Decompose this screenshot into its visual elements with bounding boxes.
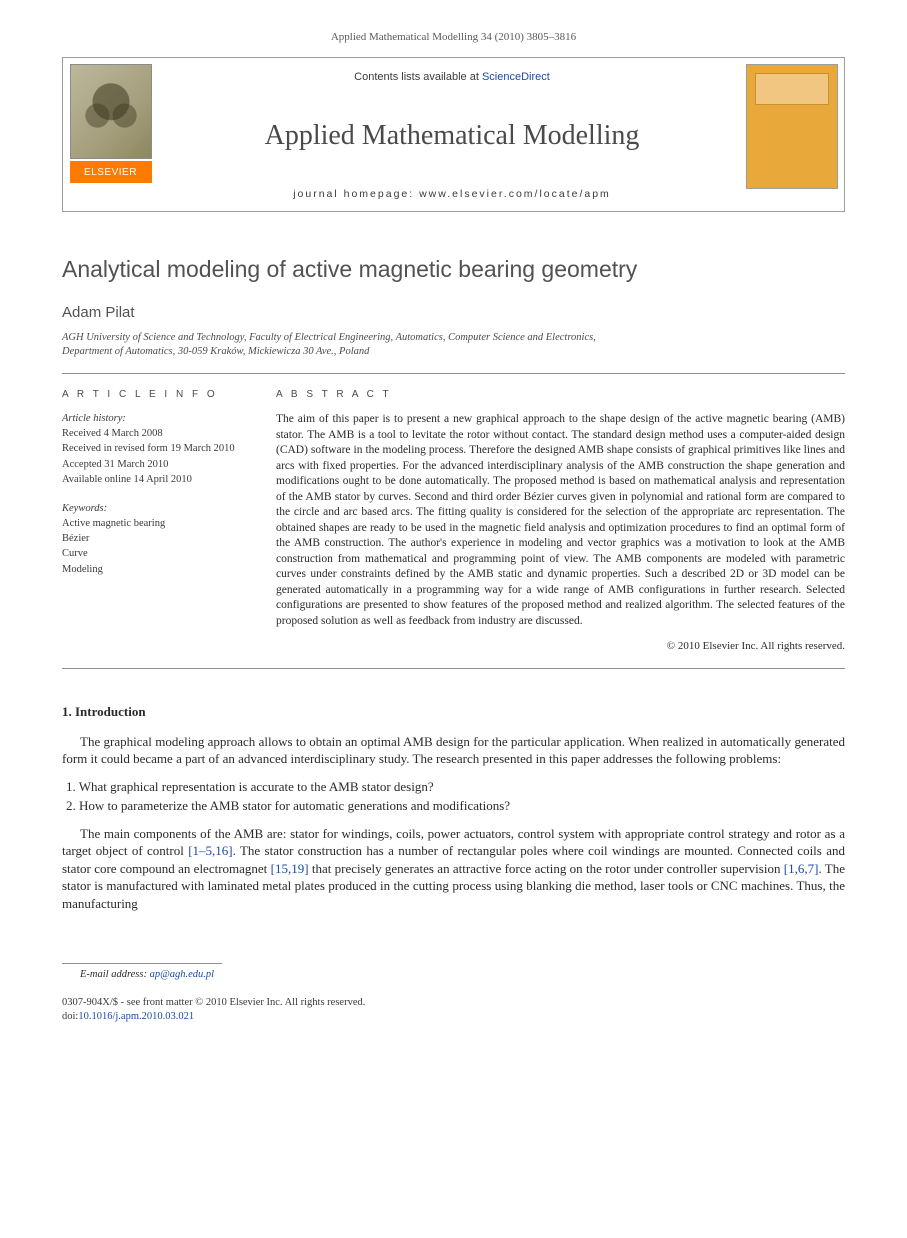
keywords-label: Keywords: [62, 502, 248, 516]
history-received: Received 4 March 2008 [62, 427, 248, 441]
journal-header: ELSEVIER Contents lists available at Sci… [62, 57, 845, 212]
history-revised: Received in revised form 19 March 2010 [62, 442, 248, 456]
citation-link-3[interactable]: [1,6,7] [784, 861, 819, 876]
citation-link-1[interactable]: [1–5,16] [188, 843, 232, 858]
journal-title: Applied Mathematical Modelling [265, 117, 640, 155]
email-label: E-mail address: [80, 969, 150, 980]
doi-label: doi: [62, 1011, 78, 1022]
research-question-2: 2. How to parameterize the AMB stator fo… [66, 797, 845, 815]
article-info-head: A R T I C L E I N F O [62, 388, 248, 402]
history-online: Available online 14 April 2010 [62, 473, 248, 487]
running-head-citation: Applied Mathematical Modelling 34 (2010)… [62, 30, 845, 45]
front-matter-line: 0307-904X/$ - see front matter © 2010 El… [62, 996, 845, 1010]
article-history-label: Article history: [62, 412, 248, 426]
doi-line: doi:10.1016/j.apm.2010.03.021 [62, 1010, 845, 1024]
author-email-link[interactable]: ap@agh.edu.pl [150, 969, 215, 980]
contents-available-line: Contents lists available at ScienceDirec… [354, 70, 550, 85]
corresponding-email-line: E-mail address: ap@agh.edu.pl [62, 968, 845, 982]
info-abstract-row: A R T I C L E I N F O Article history: R… [62, 373, 845, 669]
abstract-head: A B S T R A C T [276, 388, 845, 402]
p2-text-c: that precisely generates an attractive f… [309, 861, 784, 876]
intro-paragraph-1: The graphical modeling approach allows t… [62, 733, 845, 768]
citation-link-2[interactable]: [15,19] [271, 861, 309, 876]
affiliation-line-1: AGH University of Science and Technology… [62, 332, 596, 343]
history-accepted: Accepted 31 March 2010 [62, 458, 248, 472]
journal-cover-thumbnail [746, 64, 838, 189]
section-1-head: 1. Introduction [62, 703, 845, 721]
journal-cover-block [746, 58, 844, 211]
header-center: Contents lists available at ScienceDirec… [158, 58, 746, 211]
doi-link[interactable]: 10.1016/j.apm.2010.03.021 [78, 1011, 194, 1022]
sciencedirect-link[interactable]: ScienceDirect [482, 71, 550, 83]
affiliation-line-2: Department of Automatics, 30-059 Kraków,… [62, 346, 369, 357]
abstract-text: The aim of this paper is to present a ne… [276, 412, 845, 629]
keyword-4: Modeling [62, 563, 248, 577]
article-info-column: A R T I C L E I N F O Article history: R… [62, 373, 262, 669]
contents-prefix: Contents lists available at [354, 71, 482, 83]
research-questions-list: 1. What graphical representation is accu… [66, 778, 845, 815]
author-name: Adam Pilat [62, 303, 845, 323]
journal-homepage-line: journal homepage: www.elsevier.com/locat… [293, 187, 611, 201]
intro-paragraph-2: The main components of the AMB are: stat… [62, 825, 845, 913]
publisher-logo-block: ELSEVIER [63, 58, 158, 211]
footnote-rule [62, 963, 222, 964]
footer-meta: 0307-904X/$ - see front matter © 2010 El… [62, 996, 845, 1024]
article-title: Analytical modeling of active magnetic b… [62, 254, 845, 285]
abstract-column: A B S T R A C T The aim of this paper is… [262, 373, 845, 669]
keyword-1: Active magnetic bearing [62, 517, 248, 531]
keyword-2: Bézier [62, 532, 248, 546]
abstract-copyright: © 2010 Elsevier Inc. All rights reserved… [276, 639, 845, 654]
keyword-3: Curve [62, 547, 248, 561]
elsevier-wordmark: ELSEVIER [70, 161, 152, 184]
research-question-1: 1. What graphical representation is accu… [66, 778, 845, 796]
author-affiliation: AGH University of Science and Technology… [62, 331, 845, 359]
elsevier-tree-icon [70, 64, 152, 159]
